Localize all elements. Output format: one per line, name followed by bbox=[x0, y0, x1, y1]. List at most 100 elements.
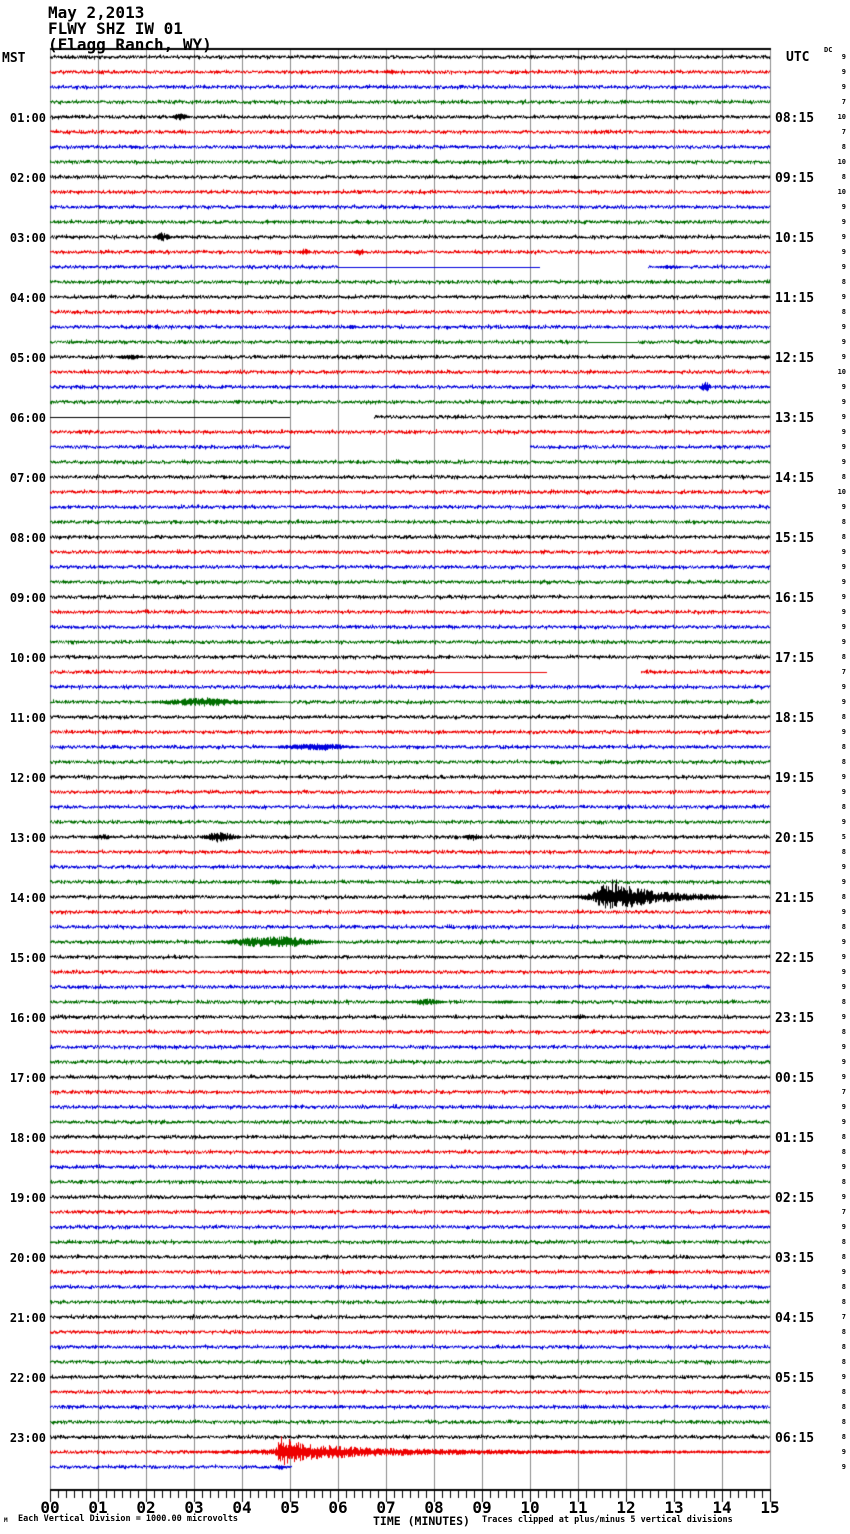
header-date: May 2,2013 bbox=[48, 3, 145, 22]
x-tick-label: 15 bbox=[760, 1498, 780, 1517]
mst-hour-label: 02:00 bbox=[9, 171, 46, 185]
dc-value: 9 bbox=[841, 443, 846, 451]
dc-value: 9 bbox=[841, 1223, 846, 1231]
utc-hour-label: 18:15 bbox=[775, 711, 815, 726]
utc-hour-label: 08:15 bbox=[775, 111, 815, 126]
dc-value: 9 bbox=[841, 323, 846, 331]
dc-value: 9 bbox=[841, 83, 846, 91]
mst-hour-label: 01:00 bbox=[9, 111, 46, 125]
dc-value: 8 bbox=[841, 1343, 846, 1351]
mst-hour-label: 21:00 bbox=[9, 1311, 46, 1325]
mst-hour-label: 09:00 bbox=[9, 591, 46, 605]
dc-value: 9 bbox=[841, 1103, 846, 1111]
dc-value: 8 bbox=[841, 473, 846, 481]
dc-value: 9 bbox=[841, 263, 846, 271]
mst-hour-label: 15:00 bbox=[9, 951, 46, 965]
dc-value: 8 bbox=[841, 758, 846, 766]
dc-value: 9 bbox=[841, 1463, 846, 1471]
dc-value: 8 bbox=[841, 533, 846, 541]
mst-hour-label: 05:00 bbox=[9, 351, 46, 365]
mst-hour-label: 10:00 bbox=[9, 651, 46, 665]
dc-value: 7 bbox=[841, 98, 846, 106]
x-tick-label: 00 bbox=[40, 1498, 60, 1517]
dc-value: 9 bbox=[841, 818, 846, 826]
dc-value: 9 bbox=[841, 383, 846, 391]
left-axis-label: MST bbox=[2, 51, 26, 66]
dc-value: 8 bbox=[841, 1433, 846, 1441]
x-tick-label: 13 bbox=[664, 1498, 684, 1517]
utc-hour-label: 16:15 bbox=[775, 591, 815, 606]
dc-column-header: DC bbox=[824, 46, 833, 54]
dc-value: 8 bbox=[841, 743, 846, 751]
dc-value: 8 bbox=[841, 1418, 846, 1426]
dc-value: 9 bbox=[841, 578, 846, 586]
dc-value: 9 bbox=[841, 878, 846, 886]
dc-value: 9 bbox=[841, 68, 846, 76]
dc-value: 8 bbox=[841, 173, 846, 181]
corner-mark: M bbox=[4, 1517, 8, 1524]
mst-hour-label: 11:00 bbox=[9, 711, 46, 725]
mst-hour-label: 20:00 bbox=[9, 1251, 46, 1265]
x-tick-label: 02 bbox=[136, 1498, 156, 1517]
x-tick-label: 14 bbox=[712, 1498, 732, 1517]
dc-value: 8 bbox=[841, 1133, 846, 1141]
dc-value: 9 bbox=[841, 1163, 846, 1171]
utc-hour-label: 09:15 bbox=[775, 171, 815, 186]
x-tick-label: 03 bbox=[184, 1498, 204, 1517]
dc-value: 8 bbox=[841, 1358, 846, 1366]
dc-value: 9 bbox=[841, 698, 846, 706]
dc-value: 10 bbox=[837, 158, 846, 166]
utc-hour-label: 22:15 bbox=[775, 951, 815, 966]
dc-value: 9 bbox=[841, 1448, 846, 1456]
dc-value: 9 bbox=[841, 503, 846, 511]
dc-value: 10 bbox=[837, 368, 846, 376]
dc-value: 9 bbox=[841, 293, 846, 301]
mst-hour-label: 14:00 bbox=[9, 891, 46, 905]
utc-hour-label: 21:15 bbox=[775, 891, 815, 906]
dc-value: 9 bbox=[841, 968, 846, 976]
dc-value: 9 bbox=[841, 353, 846, 361]
utc-hour-label: 04:15 bbox=[775, 1311, 815, 1326]
dc-value: 9 bbox=[841, 458, 846, 466]
utc-hour-label: 14:15 bbox=[775, 471, 815, 486]
mst-hour-label: 13:00 bbox=[9, 831, 46, 845]
x-tick-label: 12 bbox=[616, 1498, 636, 1517]
clip-note: Traces clipped at plus/minus 5 vertical … bbox=[482, 1515, 733, 1525]
utc-hour-label: 13:15 bbox=[775, 411, 815, 426]
dc-value: 8 bbox=[841, 308, 846, 316]
dc-value: 9 bbox=[841, 338, 846, 346]
dc-value: 9 bbox=[841, 563, 846, 571]
dc-value: 9 bbox=[841, 548, 846, 556]
dc-value: 9 bbox=[841, 638, 846, 646]
dc-value: 10 bbox=[837, 488, 846, 496]
utc-hour-label: 03:15 bbox=[775, 1251, 815, 1266]
utc-hour-label: 12:15 bbox=[775, 351, 815, 366]
mst-hour-label: 18:00 bbox=[9, 1131, 46, 1145]
dc-value: 9 bbox=[841, 863, 846, 871]
mst-hour-label: 03:00 bbox=[9, 231, 46, 245]
utc-hour-label: 05:15 bbox=[775, 1371, 815, 1386]
dc-value: 8 bbox=[841, 1283, 846, 1291]
utc-hour-label: 11:15 bbox=[775, 291, 815, 306]
dc-value: 7 bbox=[841, 668, 846, 676]
dc-value: 8 bbox=[841, 998, 846, 1006]
mst-hour-label: 08:00 bbox=[9, 531, 46, 545]
utc-hour-label: 00:15 bbox=[775, 1071, 815, 1086]
dc-value: 8 bbox=[841, 893, 846, 901]
dc-value: 8 bbox=[841, 278, 846, 286]
dc-value: 9 bbox=[841, 938, 846, 946]
dc-value: 9 bbox=[841, 593, 846, 601]
dc-value: 9 bbox=[841, 1058, 846, 1066]
x-tick-label: 09 bbox=[472, 1498, 492, 1517]
x-tick-label: 07 bbox=[376, 1498, 396, 1517]
right-axis-label: UTC bbox=[786, 50, 810, 65]
dc-value: 9 bbox=[841, 1373, 846, 1381]
utc-hour-label: 20:15 bbox=[775, 831, 815, 846]
utc-hour-label: 01:15 bbox=[775, 1131, 815, 1146]
mst-hour-label: 19:00 bbox=[9, 1191, 46, 1205]
dc-value: 9 bbox=[841, 683, 846, 691]
dc-value: 8 bbox=[841, 803, 846, 811]
dc-value: 10 bbox=[837, 188, 846, 196]
dc-value: 8 bbox=[841, 143, 846, 151]
